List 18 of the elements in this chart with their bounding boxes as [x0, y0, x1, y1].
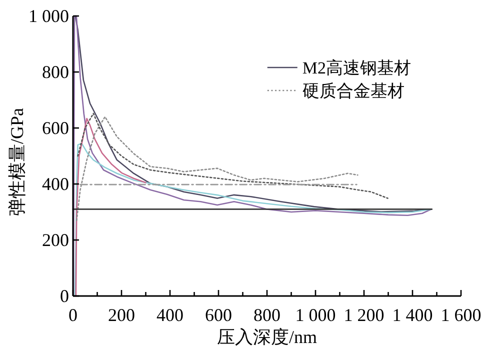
x-tick-label: 1 400 [392, 305, 433, 325]
legend-label: M2高速钢基材 [302, 58, 411, 78]
x-tick-label: 400 [156, 305, 184, 325]
y-tick-label: 1 000 [28, 6, 69, 26]
y-tick-label: 600 [42, 118, 69, 138]
x-tick-label: 800 [254, 305, 280, 325]
y-tick-label: 0 [60, 286, 69, 306]
x-tick-label: 1 200 [344, 305, 384, 325]
x-tick-label: 600 [205, 305, 232, 325]
y-tick-label: 200 [42, 230, 69, 250]
x-tick-label: 1 600 [440, 305, 482, 325]
legend-label: 硬质合金基材 [302, 82, 404, 100]
x-axis-title: 压入深度/nm [216, 327, 318, 347]
y-tick-label: 400 [42, 174, 69, 194]
x-tick-label: 200 [108, 305, 135, 325]
y-tick-label: 800 [42, 62, 69, 82]
x-tick-label: 1 000 [295, 305, 336, 325]
y-axis-title: 弹性模量/GPa [7, 108, 27, 216]
